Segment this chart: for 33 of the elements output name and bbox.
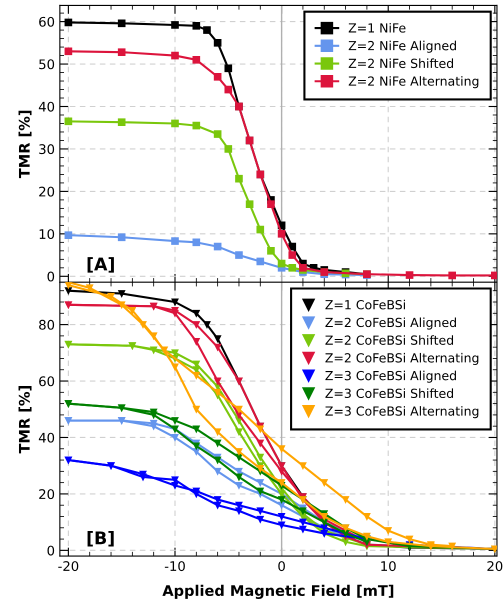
legend-label: Z=1 NiFe bbox=[348, 22, 406, 33]
y-tick-label: 40 bbox=[38, 102, 54, 112]
x-tick-label: -20 bbox=[58, 561, 78, 572]
legend-label: Z=2 CoFeBSi Shifted bbox=[325, 335, 454, 345]
legend-label: Z=1 CoFeBSi bbox=[325, 300, 405, 310]
x-tick-label: 10 bbox=[381, 561, 396, 572]
legend-label: Z=3 CoFeBSi Alternating bbox=[325, 406, 478, 418]
x-tick-label: -10 bbox=[164, 561, 185, 572]
legend-label: Z=2 NiFe Shifted bbox=[348, 58, 454, 68]
legend-label: Z=3 CoFeBSi Aligned bbox=[325, 370, 456, 383]
legend-label: Z=2 CoFeBSi Alternating bbox=[325, 352, 478, 366]
legend-label: Z=3 CoFeBSi Shifted bbox=[325, 388, 454, 398]
y-tick-label: 60 bbox=[39, 16, 54, 27]
annotation: [B] bbox=[88, 530, 114, 546]
y-tick-label: 20 bbox=[39, 186, 54, 197]
y-tick-label: 60 bbox=[39, 376, 54, 386]
annotation: [A] bbox=[88, 257, 114, 273]
y-tick-label: 20 bbox=[39, 489, 54, 500]
legend-label: Z=2 NiFe Aligned bbox=[348, 40, 456, 53]
y-tick-label: 0 bbox=[47, 546, 54, 556]
legend-label: Z=2 NiFe Alternating bbox=[348, 76, 478, 88]
y-tick-label: 10 bbox=[40, 229, 54, 240]
y-tick-label: 50 bbox=[39, 59, 54, 70]
y-tick-label: 80 bbox=[39, 320, 54, 330]
y-tick-label: 0 bbox=[47, 272, 54, 282]
x-tick-label: 20 bbox=[487, 561, 502, 572]
y-tick-label: 40 bbox=[38, 432, 54, 443]
legend-label: Z=2 CoFeBSi Aligned bbox=[325, 317, 456, 330]
x-tick-label: 0 bbox=[278, 561, 285, 572]
y-axis-title: TMR [%] bbox=[18, 386, 32, 454]
y-tick-label: 30 bbox=[39, 144, 54, 154]
y-axis-title: TMR [%] bbox=[18, 110, 32, 178]
x-axis-title: Applied Magnetic Field [mT] bbox=[162, 584, 394, 599]
